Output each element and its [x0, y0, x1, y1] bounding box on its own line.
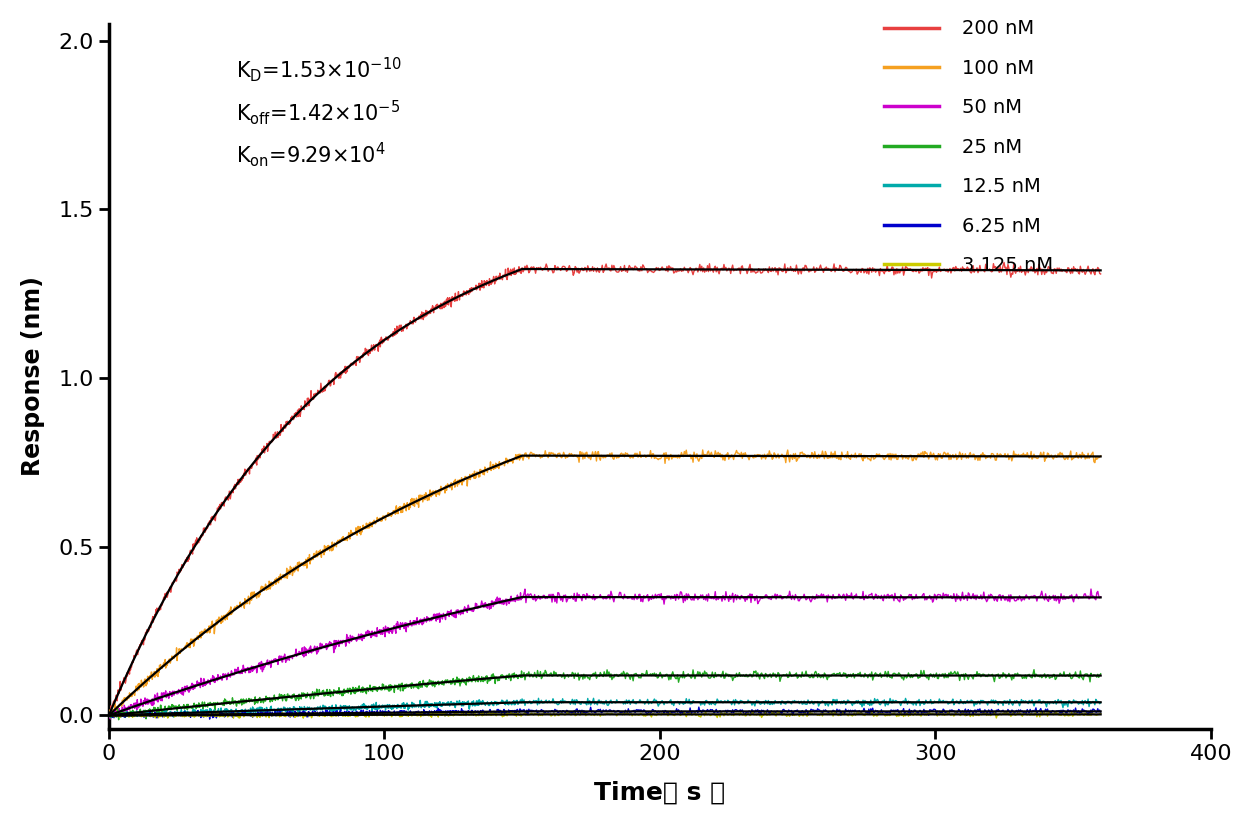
Y-axis label: Response (nm): Response (nm) [21, 276, 45, 476]
Text: K$_{\rm on}$=9.29×10$^{4}$: K$_{\rm on}$=9.29×10$^{4}$ [236, 140, 386, 169]
X-axis label: Time（ s ）: Time（ s ） [594, 780, 725, 804]
Text: K$_{\rm off}$=1.42×10$^{-5}$: K$_{\rm off}$=1.42×10$^{-5}$ [236, 98, 400, 127]
Text: K$_{\rm D}$=1.53×10$^{-10}$: K$_{\rm D}$=1.53×10$^{-10}$ [236, 55, 401, 84]
Legend: 200 nM, 100 nM, 50 nM, 25 nM, 12.5 nM, 6.25 nM, 3.125 nM: 200 nM, 100 nM, 50 nM, 25 nM, 12.5 nM, 6… [885, 20, 1054, 275]
